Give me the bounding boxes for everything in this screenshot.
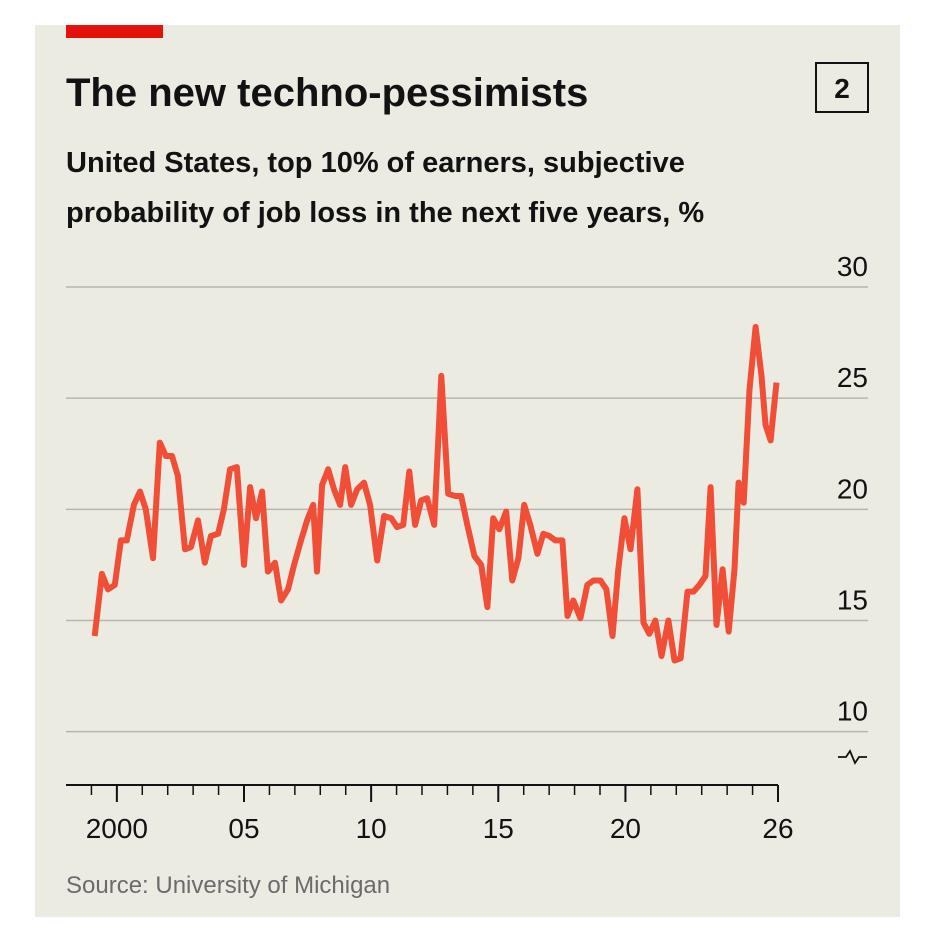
x-tick-label: 2000 bbox=[86, 813, 148, 844]
x-tick-label: 20 bbox=[610, 813, 641, 844]
y-tick-label: 30 bbox=[837, 251, 868, 282]
axis-break bbox=[838, 749, 867, 765]
chart-number: 2 bbox=[834, 73, 850, 104]
subtitle: probability of job loss in the next five… bbox=[66, 197, 704, 229]
number-box bbox=[815, 62, 869, 113]
y-tick-label: 20 bbox=[837, 473, 868, 504]
data-line bbox=[91, 324, 780, 664]
x-tick-label: 10 bbox=[356, 813, 387, 844]
x-tick-label: 26 bbox=[762, 813, 793, 844]
y-tick-label: 15 bbox=[837, 584, 868, 615]
x-tick-label: 05 bbox=[228, 813, 259, 844]
red-tag bbox=[66, 25, 163, 38]
x-tick-label: 15 bbox=[483, 813, 514, 844]
subtitle: United States, top 10% of earners, subje… bbox=[66, 147, 685, 179]
y-tick-label: 25 bbox=[837, 362, 868, 393]
source: Source: University of Michigan bbox=[66, 872, 390, 899]
y-tick-label: 10 bbox=[837, 696, 868, 727]
chart-title: The new techno-pessimists bbox=[66, 71, 588, 115]
